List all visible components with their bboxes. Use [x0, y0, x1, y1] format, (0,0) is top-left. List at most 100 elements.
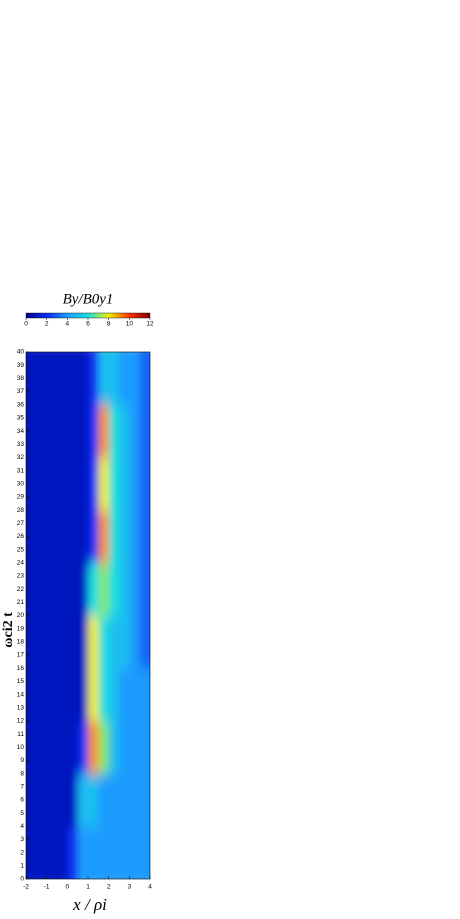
y-tick-label: 5	[20, 810, 24, 817]
heat-cell	[139, 404, 150, 458]
x-tick-label: 4	[148, 884, 152, 891]
heat-cell	[36, 826, 48, 879]
heat-cell	[77, 773, 89, 827]
heat-cell	[129, 773, 141, 827]
heat-cell	[88, 562, 99, 616]
heat-cell	[129, 457, 141, 511]
heat-cell	[77, 457, 89, 511]
heat-cell	[67, 352, 79, 406]
y-tick-label: 39	[17, 362, 25, 369]
y-tick-label: 23	[17, 573, 25, 580]
y-tick-label: 1	[20, 863, 24, 870]
heat-cell	[108, 773, 120, 827]
heat-cell	[57, 510, 68, 564]
y-tick-label: 12	[17, 718, 25, 725]
heat-cell	[98, 562, 110, 616]
y-tick-label: 10	[17, 744, 25, 751]
heat-cell	[77, 510, 89, 564]
heat-cell	[77, 720, 89, 775]
colorbar-tick-label: 4	[66, 321, 70, 328]
heat-cell	[108, 404, 120, 458]
y-tick-label: 15	[17, 678, 25, 685]
heat-cell	[67, 457, 79, 511]
heat-cell	[36, 404, 48, 458]
heatmap	[26, 352, 150, 879]
heat-cell	[57, 404, 68, 458]
y-tick-label: 27	[17, 520, 25, 527]
y-tick-label: 13	[17, 704, 25, 711]
heat-cell	[98, 668, 110, 722]
heat-cell	[139, 773, 150, 827]
y-tick-label: 33	[17, 441, 25, 448]
heat-cell	[129, 562, 141, 616]
heat-cell	[36, 457, 48, 511]
heat-cell	[88, 457, 99, 511]
heat-cell	[77, 562, 89, 616]
heat-cell	[67, 773, 79, 827]
heat-cell	[108, 668, 120, 722]
heat-cell	[36, 562, 48, 616]
heat-cell	[139, 352, 150, 406]
x-tick-label: 3	[128, 884, 132, 891]
heat-cell	[77, 615, 89, 669]
heat-cell	[57, 615, 68, 669]
heat-cell	[67, 562, 79, 616]
heat-cell	[139, 720, 150, 775]
heat-cell	[88, 826, 99, 879]
y-tick-label: 4	[20, 823, 24, 830]
heat-cell	[139, 826, 150, 879]
heat-cell	[46, 352, 58, 406]
y-tick-label: 35	[17, 415, 25, 422]
heat-cell	[67, 826, 79, 879]
heat-cell	[139, 668, 150, 722]
colorbar-tick-label: 2	[45, 321, 49, 328]
y-tick-label: 22	[17, 586, 25, 593]
heat-cell	[98, 510, 110, 564]
heat-cell	[129, 668, 141, 722]
heat-cell	[119, 615, 130, 669]
heat-cell	[57, 668, 68, 722]
y-tick-label: 34	[17, 428, 25, 435]
x-tick-label: 2	[107, 884, 111, 891]
heat-cell	[26, 668, 37, 722]
heat-cell	[26, 720, 37, 775]
heat-cell	[26, 773, 37, 827]
heat-cell	[36, 720, 48, 775]
y-tick-label: 30	[17, 480, 25, 487]
heat-cell	[88, 352, 99, 406]
heat-cell	[108, 457, 120, 511]
heat-cell	[108, 510, 120, 564]
heat-cell	[129, 510, 141, 564]
heat-cell	[119, 404, 130, 458]
heat-cell	[36, 773, 48, 827]
heat-cell	[129, 404, 141, 458]
heat-cell	[36, 668, 48, 722]
x-tick-label: 1	[86, 884, 90, 891]
heat-cell	[119, 720, 130, 775]
heat-cell	[67, 720, 79, 775]
heat-cell	[119, 826, 130, 879]
heat-cell	[46, 562, 58, 616]
y-tick-label: 21	[17, 599, 25, 606]
y-tick-label: 20	[17, 612, 25, 619]
heat-cell	[119, 562, 130, 616]
heat-cell	[139, 615, 150, 669]
heat-cell	[119, 352, 130, 406]
x-tick-label: -1	[44, 884, 50, 891]
heat-cell	[57, 457, 68, 511]
y-tick-label: 17	[17, 652, 25, 659]
heat-cell	[46, 826, 58, 879]
heat-cell	[26, 352, 37, 406]
colorbar-tick-label: 10	[126, 321, 134, 328]
y-tick-label: 14	[17, 691, 25, 698]
y-tick-label: 29	[17, 494, 25, 501]
heat-cell	[108, 562, 120, 616]
heat-cell	[98, 773, 110, 827]
colorbar-tick-label: 12	[146, 321, 154, 328]
colorbar-tick-label: 6	[86, 321, 90, 328]
heat-cell	[36, 615, 48, 669]
heat-cell	[108, 720, 120, 775]
heat-cell	[98, 404, 110, 458]
heat-cell	[57, 773, 68, 827]
